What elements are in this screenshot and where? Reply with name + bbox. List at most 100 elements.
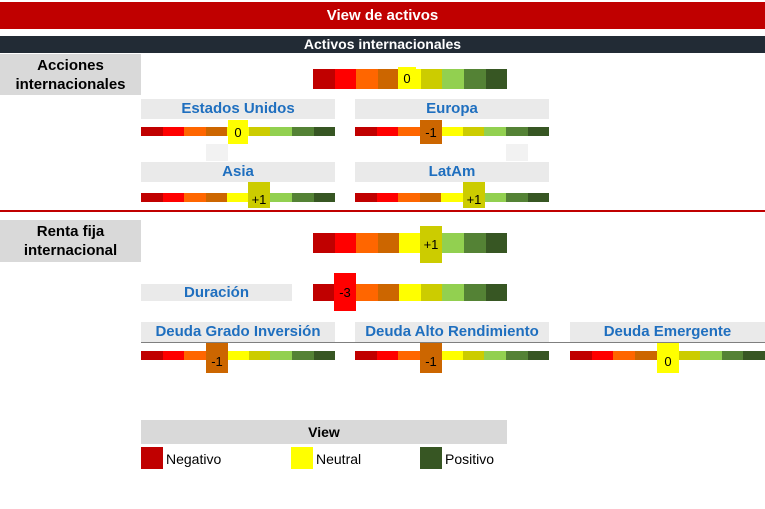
legend-swatch-neutral xyxy=(291,447,313,469)
scale-segment xyxy=(356,69,378,89)
scale-segment xyxy=(743,351,765,360)
scale-segment xyxy=(485,69,508,89)
scale-segment xyxy=(570,351,592,360)
scale-segment xyxy=(484,127,506,136)
scale-segment xyxy=(441,193,463,202)
marker-latam: +1 xyxy=(463,182,485,208)
scale-segment xyxy=(398,351,420,360)
scale-segment xyxy=(613,351,636,360)
legend-title: View xyxy=(141,420,507,444)
legend-swatch-negativo xyxy=(141,447,163,469)
scale-segment xyxy=(484,351,506,360)
scale-segment xyxy=(463,284,486,301)
scale-segment xyxy=(505,127,528,136)
scale-segment xyxy=(485,233,508,253)
marker-europa: -1 xyxy=(420,120,442,144)
scale-segment xyxy=(377,69,400,89)
scale-segment xyxy=(376,351,399,360)
scale-segment xyxy=(141,351,163,360)
debt-label-emergente: Deuda Emergente xyxy=(570,322,765,342)
scale-segment xyxy=(291,351,314,360)
marker-acciones: 0 xyxy=(398,67,416,89)
scale-segment xyxy=(442,69,464,89)
legend-label-neutral: Neutral xyxy=(316,451,362,467)
scale-segment xyxy=(227,351,249,360)
marker-duracion: -3 xyxy=(334,273,356,311)
scale-segment xyxy=(313,233,335,253)
scale-segment xyxy=(376,127,399,136)
scale-segment xyxy=(162,193,185,202)
scale-segment xyxy=(227,193,249,202)
scale-segment xyxy=(398,193,420,202)
legend-label-positivo: Positivo xyxy=(445,451,495,467)
scale-europa xyxy=(355,127,550,136)
scale-segment xyxy=(334,69,357,89)
scale-segment xyxy=(162,127,185,136)
scale-renta-fija xyxy=(313,233,508,253)
region-label-europa: Europa xyxy=(355,99,549,119)
page-title: View de activos xyxy=(0,2,765,29)
scale-segment xyxy=(291,193,314,202)
scale-segment xyxy=(527,127,550,136)
scale-segment xyxy=(399,233,421,253)
marker-asia: +1 xyxy=(248,182,270,208)
region-label-estados-unidos: Estados Unidos xyxy=(141,99,335,119)
scale-segment xyxy=(420,69,443,89)
scale-segment xyxy=(205,193,228,202)
group-label-acciones: Acciones internacionales xyxy=(0,54,141,95)
scale-segment xyxy=(462,127,485,136)
marker-emergente: 0 xyxy=(657,343,679,373)
scale-segment xyxy=(184,193,206,202)
marker-renta-fija: +1 xyxy=(420,226,442,263)
scale-segment xyxy=(270,193,292,202)
scale-segment xyxy=(162,351,185,360)
scale-segment xyxy=(248,127,271,136)
scale-segment xyxy=(313,193,336,202)
marker-grado-inversion: -1 xyxy=(206,343,228,373)
scale-segment xyxy=(463,233,486,253)
scale-segment xyxy=(721,351,744,360)
region-label-asia: Asia xyxy=(141,162,335,182)
scale-segment xyxy=(291,127,314,136)
scale-grado-inversion xyxy=(141,351,336,360)
legend-swatch-positivo xyxy=(420,447,442,469)
scale-segment xyxy=(505,351,528,360)
scale-segment xyxy=(700,351,722,360)
scale-segment xyxy=(355,351,377,360)
scale-segment xyxy=(398,127,420,136)
scale-segment xyxy=(591,351,614,360)
scale-segment xyxy=(356,233,378,253)
marker-estados-unidos: 0 xyxy=(228,120,248,144)
group-label-renta-fija: Renta fija internacional xyxy=(0,220,141,262)
scale-segment xyxy=(441,127,463,136)
scale-segment xyxy=(485,284,508,301)
scale-segment xyxy=(463,69,486,89)
scale-segment xyxy=(527,351,550,360)
section-header: Activos internacionales xyxy=(0,36,765,53)
scale-segment xyxy=(334,233,357,253)
decorative-box xyxy=(206,144,228,161)
scale-segment xyxy=(248,351,271,360)
scale-asia xyxy=(141,193,336,202)
scale-acciones xyxy=(313,69,508,89)
scale-segment xyxy=(441,351,463,360)
scale-segment xyxy=(313,284,335,301)
scale-segment xyxy=(442,284,464,301)
scale-segment xyxy=(356,284,378,301)
scale-segment xyxy=(313,127,336,136)
section-divider xyxy=(0,210,765,212)
debt-label-alto-rendimiento: Deuda Alto Rendimiento xyxy=(355,322,549,342)
scale-alto-rendimiento xyxy=(355,351,550,360)
debt-label-grado-inversion: Deuda Grado Inversión xyxy=(141,322,335,342)
region-label-latam: LatAm xyxy=(355,162,549,182)
scale-segment xyxy=(377,233,400,253)
scale-latam xyxy=(355,193,550,202)
scale-segment xyxy=(376,193,399,202)
scale-segment xyxy=(141,127,163,136)
scale-segment xyxy=(419,193,442,202)
scale-segment xyxy=(355,127,377,136)
decorative-box xyxy=(506,144,528,161)
scale-segment xyxy=(505,193,528,202)
scale-segment xyxy=(462,351,485,360)
scale-segment xyxy=(270,127,292,136)
